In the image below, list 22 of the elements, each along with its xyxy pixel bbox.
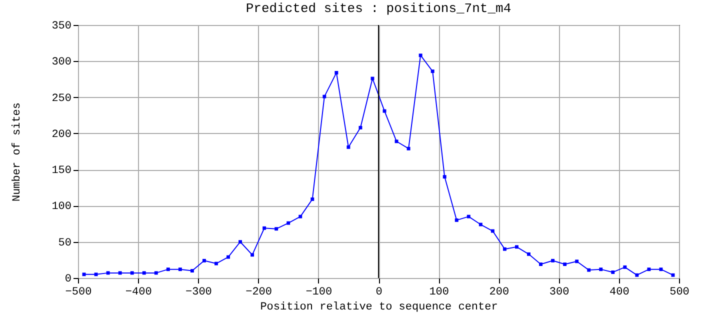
y-tick-label: 350 <box>52 20 72 32</box>
x-tick-label: 200 <box>489 286 510 298</box>
chart-title: Predicted sites : positions_7nt_m4 <box>246 1 512 16</box>
x-tick-label: 400 <box>609 286 630 298</box>
y-tick-label: 250 <box>52 92 72 105</box>
y-tick-label: 200 <box>52 128 72 141</box>
x-tick-label: 500 <box>670 286 690 298</box>
y-tick-label: 50 <box>58 237 72 250</box>
x-tick-label: −400 <box>125 286 152 298</box>
x-tick-label: 0 <box>376 286 382 298</box>
y-axis-title: Number of sites <box>12 102 24 202</box>
y-tick-label: 150 <box>52 165 72 178</box>
y-tick-label: 100 <box>52 201 72 214</box>
x-axis-title: Position relative to sequence center <box>260 302 498 314</box>
y-tick-label: 300 <box>52 56 72 69</box>
x-tick-label: −300 <box>185 286 212 298</box>
x-tick-label: 300 <box>549 286 570 298</box>
y-tick-label: 0 <box>64 274 72 286</box>
x-tick-label: −500 <box>65 286 92 298</box>
x-tick-label: −100 <box>306 286 332 298</box>
x-tick-label: −200 <box>246 286 272 298</box>
x-tick-label: 100 <box>429 286 450 298</box>
